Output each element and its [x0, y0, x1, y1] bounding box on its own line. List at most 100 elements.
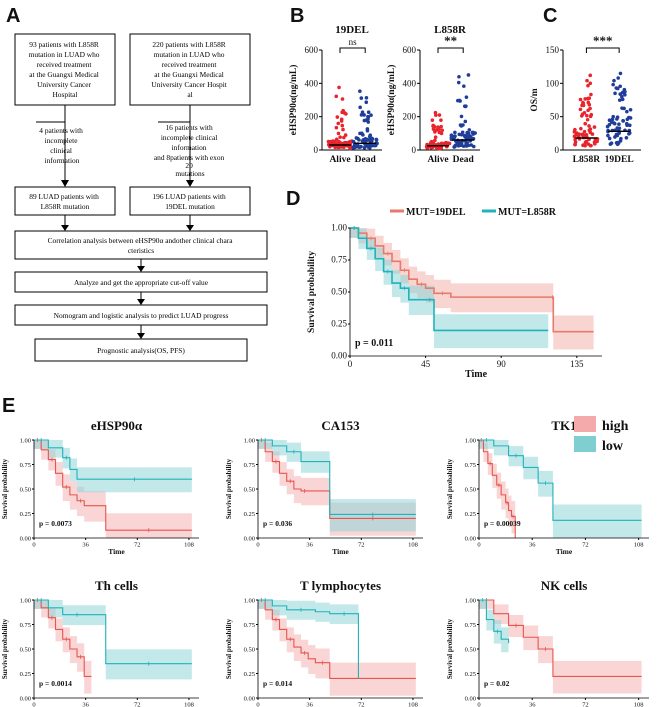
- data-point: [341, 108, 345, 113]
- data-point: [465, 130, 470, 135]
- data-point: [585, 78, 589, 83]
- significance-label: **: [444, 33, 457, 48]
- data-point: [463, 135, 467, 139]
- box-right-top-text: 220 patients with L858R mutation in LUAD…: [151, 40, 228, 99]
- x-tick-label: 108: [634, 542, 644, 549]
- data-point: [373, 143, 378, 148]
- data-point: [458, 99, 462, 103]
- data-point: [439, 118, 443, 122]
- x-tick-label: 72: [358, 542, 365, 549]
- survival-curve: [479, 439, 642, 521]
- x-tick-label: 135: [570, 359, 584, 369]
- data-point: [586, 83, 590, 88]
- data-point: [358, 89, 362, 94]
- data-point: [583, 121, 588, 126]
- y-tick-label: 600: [305, 45, 319, 55]
- data-point: [608, 118, 613, 123]
- y-tick-label: 0.00: [331, 351, 347, 361]
- panel-d-chart: 0.00 0.25 0.50 0.75 1.00 0 45 90 135 Time Survival…: [307, 207, 602, 380]
- confidence-band: [258, 600, 416, 696]
- data-point: [431, 127, 436, 131]
- survival-curve: [34, 599, 192, 665]
- confidence-band: [350, 228, 594, 350]
- x-tick-label: Dead: [355, 155, 377, 165]
- data-point: [354, 136, 359, 140]
- y-tick-label: 1.00: [465, 438, 476, 445]
- data-point: [358, 131, 362, 136]
- x-tick-label: 36: [306, 702, 313, 707]
- y-tick-label: 0.50: [20, 487, 31, 494]
- y-tick-label: 0.50: [244, 647, 255, 654]
- data-point: [586, 100, 591, 105]
- x-tick-label: Alive: [329, 155, 350, 165]
- x-tick-label: 108: [408, 702, 418, 707]
- y-tick-label: 1.00: [20, 438, 31, 445]
- data-point: [617, 122, 621, 127]
- confidence-band: [479, 440, 642, 538]
- survival-curve: [258, 599, 359, 679]
- panel-label-a: A: [6, 5, 20, 27]
- significance-label: ns: [349, 37, 358, 47]
- y-tick-label: 0.50: [331, 287, 347, 297]
- data-point: [587, 124, 591, 128]
- data-point: [366, 120, 371, 124]
- y-tick-label: 0.75: [465, 462, 476, 469]
- legend-19del-label: MUT=19DEL: [406, 207, 466, 218]
- data-point: [358, 105, 362, 110]
- y-tick-label: 400: [403, 78, 417, 88]
- chart-title: T lymphocytes: [300, 578, 381, 593]
- y-tick-label: 0.00: [20, 696, 31, 703]
- data-point: [340, 123, 345, 128]
- x-tick-label: 36: [529, 702, 536, 707]
- y-tick-label: 0.00: [465, 696, 476, 703]
- chart-title: L858R: [434, 24, 467, 36]
- y-tick-label: 0.00: [244, 696, 255, 703]
- p-value: p = 0.011: [355, 338, 393, 349]
- data-point: [359, 144, 363, 149]
- data-point: [625, 123, 629, 127]
- data-point: [470, 130, 475, 135]
- y-tick-label: 1.00: [331, 223, 347, 233]
- box-right-top: [129, 33, 251, 106]
- p-value: p = 0.00039: [484, 519, 521, 528]
- data-point: [622, 106, 626, 111]
- x-tick-label: 108: [634, 702, 644, 707]
- data-point: [366, 145, 371, 149]
- x-tick-label: 36: [82, 702, 89, 707]
- x-tick-label: Alive: [427, 155, 448, 165]
- chart-title: eHSP90α: [91, 418, 143, 433]
- chart-title: Th cells: [95, 578, 138, 593]
- p-value: p = 0.02: [484, 679, 510, 688]
- data-point: [369, 113, 373, 117]
- data-point: [459, 132, 464, 137]
- survival-curve: [479, 599, 642, 677]
- data-point: [353, 145, 357, 150]
- y-tick-label: 0: [555, 145, 560, 155]
- chart-title: TK1: [551, 418, 576, 433]
- data-point: [339, 119, 344, 123]
- data-point: [364, 100, 369, 105]
- data-point: [457, 75, 461, 79]
- data-point: [612, 78, 616, 83]
- data-point: [578, 97, 583, 102]
- box-left-final: [14, 186, 116, 216]
- box-step-4: [34, 338, 248, 362]
- data-point: [628, 116, 633, 120]
- data-point: [333, 141, 337, 145]
- x-tick-label: 72: [358, 702, 365, 707]
- y-tick-label: 200: [403, 112, 417, 122]
- data-point: [431, 124, 435, 128]
- data-point: [585, 113, 589, 118]
- data-point: [618, 84, 622, 89]
- y-tick-label: 0.25: [244, 511, 255, 518]
- y-tick-label: 1.00: [244, 598, 255, 605]
- x-tick-label: 36: [82, 542, 89, 549]
- confidence-band: [479, 600, 642, 694]
- x-tick-label: 72: [582, 542, 589, 549]
- box-right-final: [129, 186, 251, 216]
- y-axis-label: Survival probability: [1, 618, 9, 679]
- legend-high-label: high: [602, 419, 629, 434]
- data-point: [447, 141, 452, 146]
- data-point: [341, 127, 345, 132]
- excl-right-text: 16 patients with incomplete clinical inf…: [154, 123, 226, 178]
